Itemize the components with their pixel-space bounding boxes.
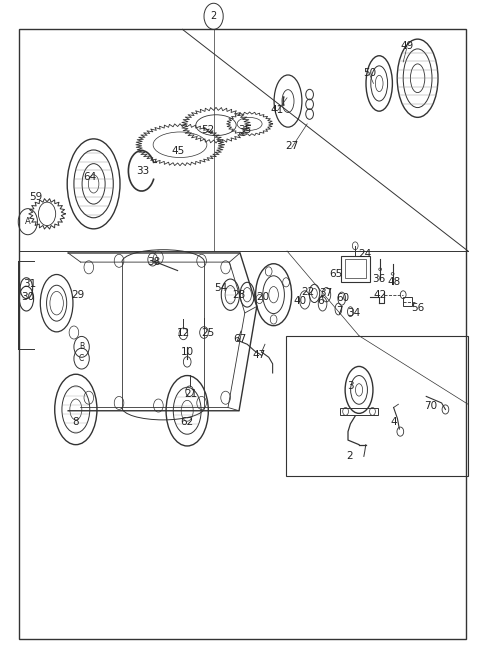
Bar <box>340 408 378 415</box>
Text: 59: 59 <box>29 192 43 202</box>
Text: 24: 24 <box>358 249 372 259</box>
Text: 12: 12 <box>177 327 190 338</box>
Text: 28: 28 <box>232 289 246 300</box>
Text: 22: 22 <box>301 287 315 297</box>
Text: 54: 54 <box>214 283 228 293</box>
Text: 34: 34 <box>348 308 361 318</box>
Text: 7: 7 <box>336 306 343 316</box>
Text: 62: 62 <box>180 417 194 428</box>
Text: 31: 31 <box>23 278 36 289</box>
Text: 36: 36 <box>372 274 386 284</box>
Text: 30: 30 <box>21 291 35 302</box>
Text: 25: 25 <box>202 327 215 338</box>
Text: 52: 52 <box>201 125 214 136</box>
Text: 29: 29 <box>71 289 84 300</box>
Text: 21: 21 <box>184 389 198 400</box>
Text: 10: 10 <box>180 347 194 357</box>
Text: 35: 35 <box>238 125 252 136</box>
Text: 50: 50 <box>363 68 376 78</box>
Text: 45: 45 <box>171 146 184 156</box>
Text: C: C <box>79 354 84 363</box>
Text: 2: 2 <box>346 451 353 462</box>
Bar <box>341 256 370 282</box>
Text: 60: 60 <box>336 293 350 303</box>
Text: 27: 27 <box>285 141 299 151</box>
Text: 56: 56 <box>411 303 424 313</box>
Bar <box>345 259 366 278</box>
Bar <box>286 336 468 476</box>
Text: 67: 67 <box>233 334 247 344</box>
Bar <box>403 297 412 306</box>
Text: 4: 4 <box>390 417 397 428</box>
Text: 20: 20 <box>256 291 270 302</box>
Text: 65: 65 <box>329 269 343 279</box>
Text: 38: 38 <box>147 257 160 267</box>
Text: 70: 70 <box>424 400 438 411</box>
Text: B: B <box>79 342 84 351</box>
Text: 6: 6 <box>317 296 324 306</box>
Text: 40: 40 <box>294 296 307 306</box>
Text: 33: 33 <box>136 166 150 177</box>
Text: 64: 64 <box>84 172 97 183</box>
Text: 37: 37 <box>319 288 332 299</box>
Text: 49: 49 <box>400 40 414 51</box>
Text: 8: 8 <box>72 417 79 428</box>
Text: 42: 42 <box>373 289 387 300</box>
Text: 47: 47 <box>252 350 266 361</box>
Text: 2: 2 <box>210 11 217 22</box>
Text: 3: 3 <box>347 381 354 391</box>
Text: 48: 48 <box>388 276 401 287</box>
Text: 41: 41 <box>271 104 284 115</box>
Text: A: A <box>25 217 31 226</box>
